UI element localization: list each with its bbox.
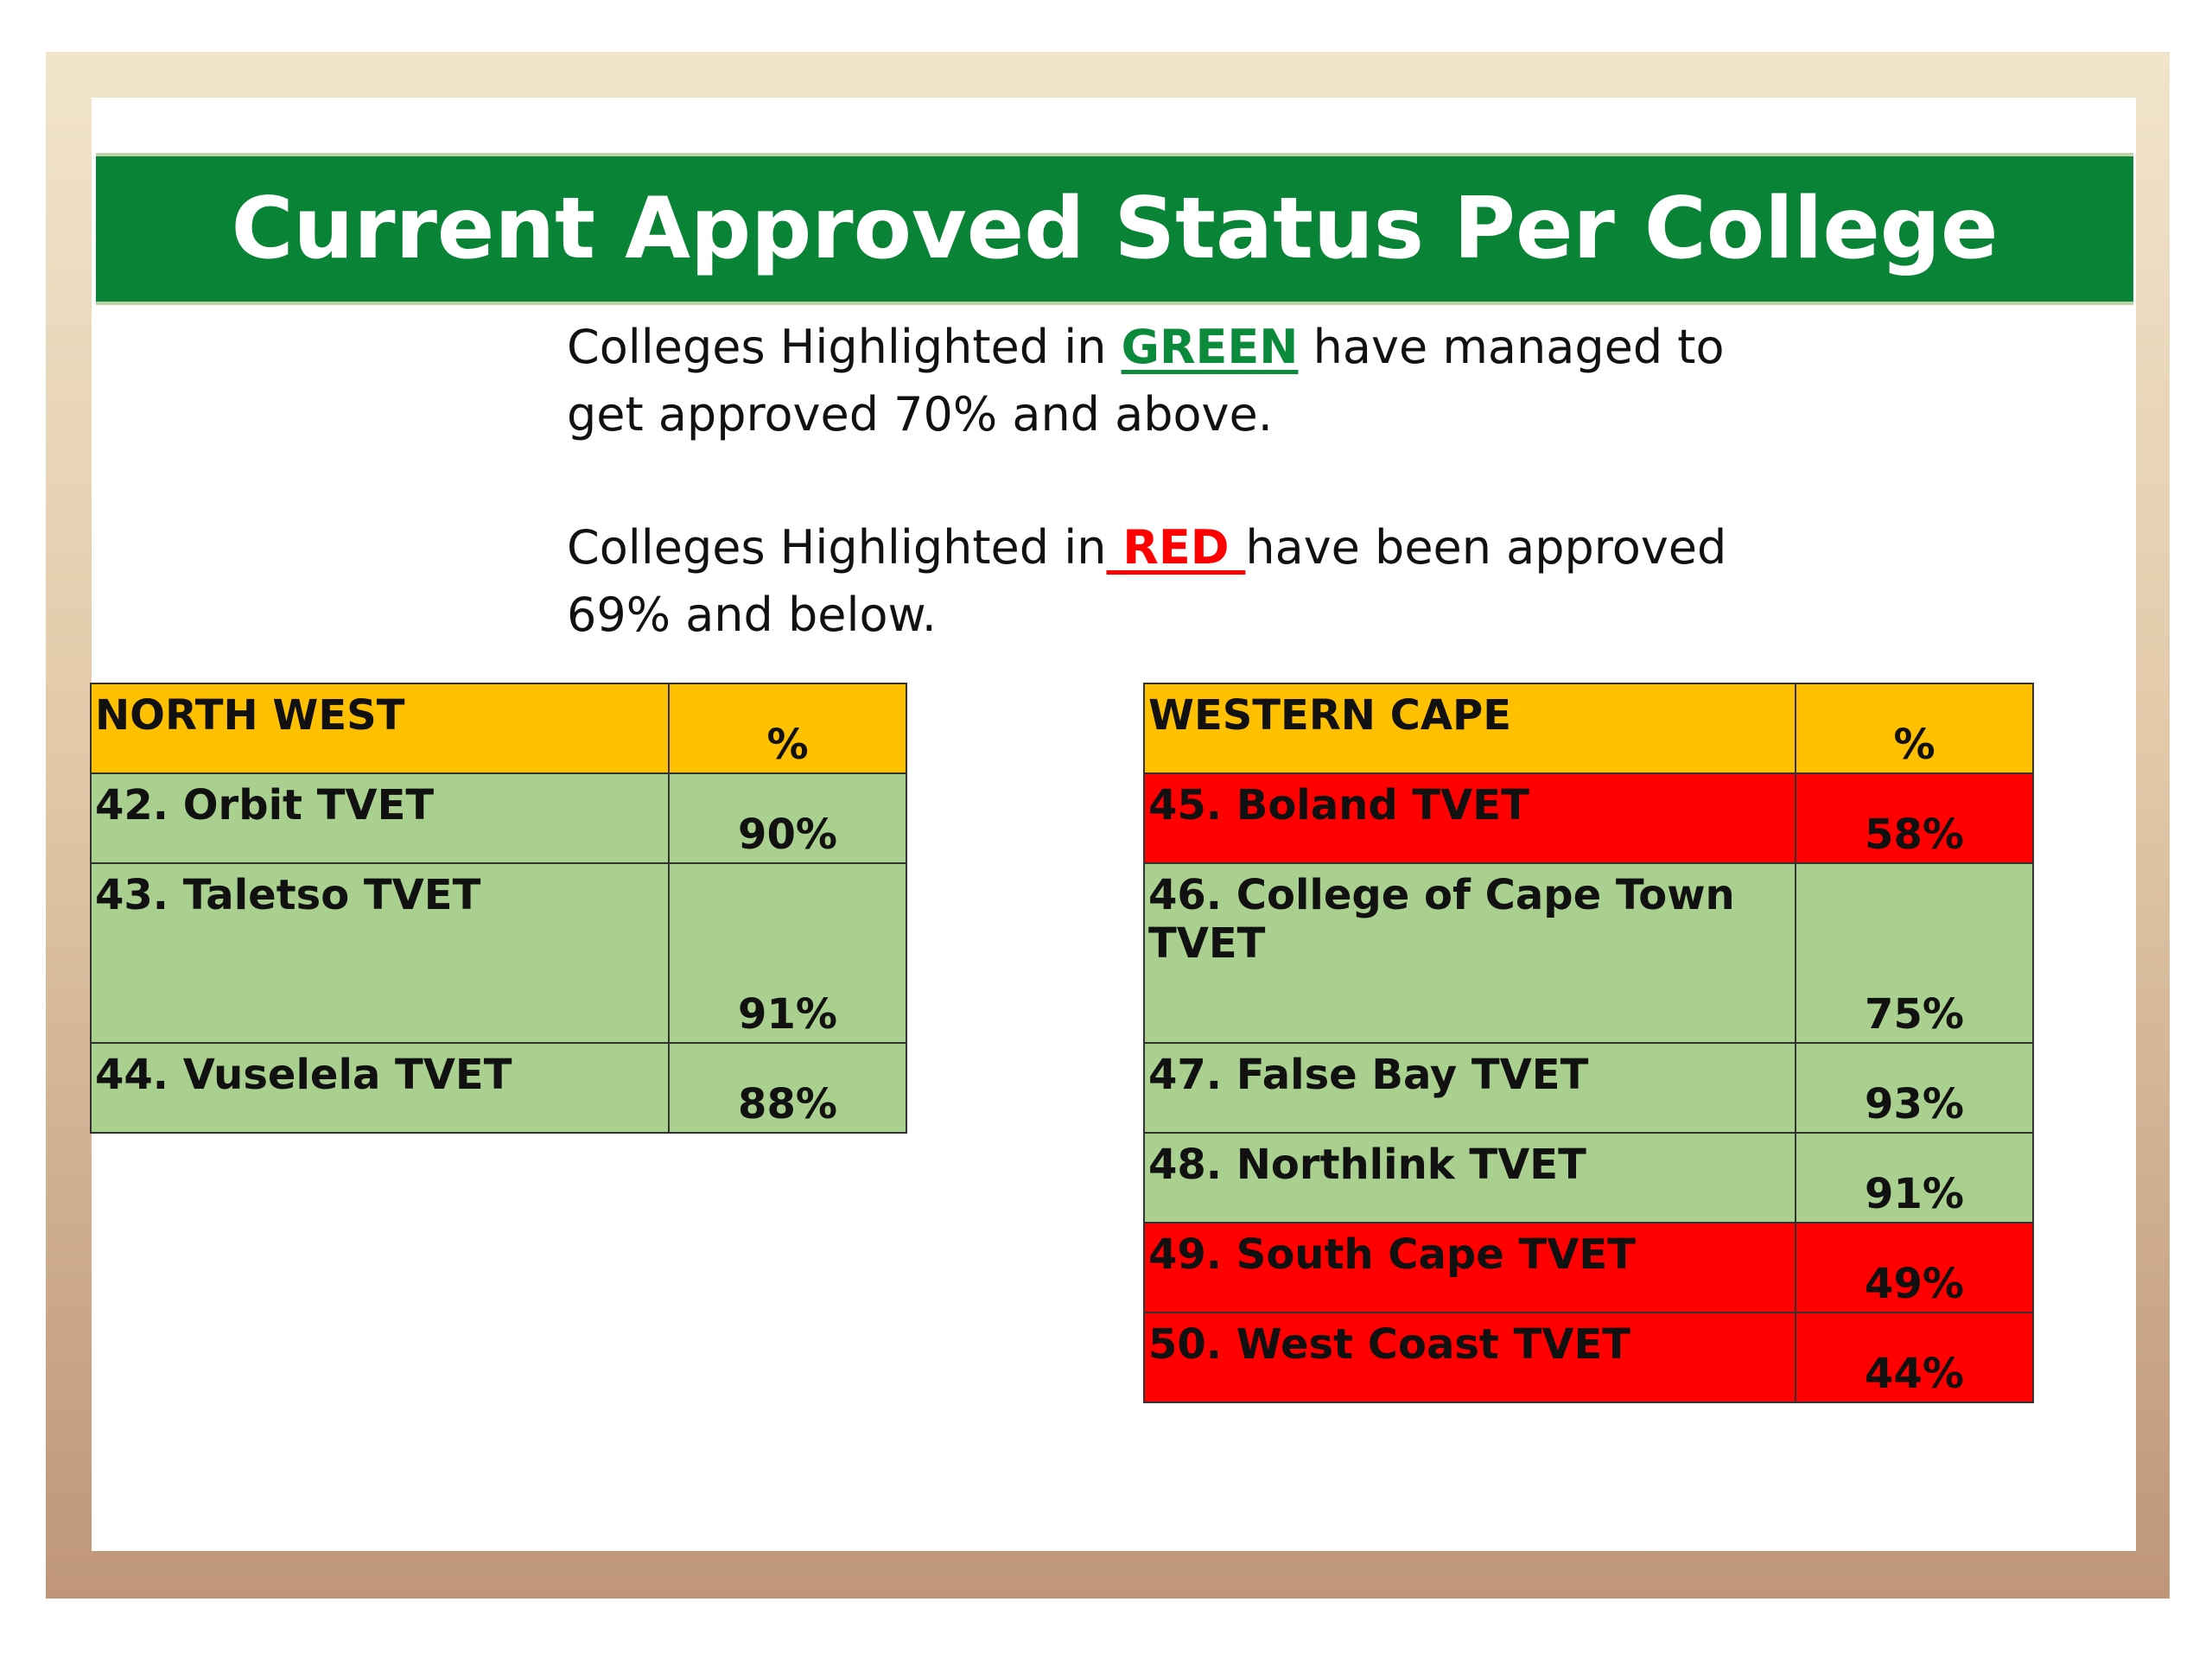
red-legend-prefix: Colleges Highlighted in (567, 520, 1107, 575)
table-row: 43. Taletso TVET 91% (90, 862, 907, 1044)
percent-header: % (1795, 683, 2034, 774)
green-legend-suffix: have managed to (1298, 320, 1725, 374)
red-legend-suffix: have been approved (1245, 520, 1727, 575)
college-name: 42. Orbit TVET (90, 772, 670, 864)
red-legend-line-2: 69% and below. (567, 588, 937, 642)
college-percent: 91% (668, 862, 907, 1044)
green-legend-line-2: get approved 70% and above. (567, 387, 1273, 442)
green-legend-prefix: Colleges Highlighted in (567, 320, 1122, 374)
table-row: 42. Orbit TVET 90% (90, 772, 907, 864)
title-bar: Current Approved Status Per College (96, 153, 2133, 305)
table-row: 50. West Coast TVET 44% (1143, 1312, 2034, 1403)
red-legend-line-1: Colleges Highlighted in RED have been ap… (567, 514, 1777, 582)
table-row: 46. College of Cape Town TVET 75% (1143, 862, 2034, 1044)
green-keyword: GREEN (1121, 320, 1299, 374)
college-percent: 58% (1795, 772, 2034, 864)
college-name: 47. False Bay TVET (1143, 1042, 1796, 1134)
college-percent: 75% (1795, 862, 2034, 1044)
region-header: WESTERN CAPE (1143, 683, 1796, 774)
table-header-row: WESTERN CAPE % (1143, 683, 2034, 774)
western-cape-table: WESTERN CAPE % 45. Boland TVET 58% 46. C… (1143, 683, 2034, 1403)
college-percent: 91% (1795, 1132, 2034, 1224)
college-percent: 88% (668, 1042, 907, 1134)
college-percent: 44% (1795, 1312, 2034, 1403)
college-name: 45. Boland TVET (1143, 772, 1796, 864)
region-header: NORTH WEST (90, 683, 670, 774)
college-name: 49. South Cape TVET (1143, 1222, 1796, 1313)
college-percent: 90% (668, 772, 907, 864)
college-name: 43. Taletso TVET (90, 862, 670, 1044)
percent-header: % (668, 683, 907, 774)
table-row: 44. Vuselela TVET 88% (90, 1042, 907, 1134)
red-keyword: RED (1106, 520, 1246, 575)
table-row: 48. Northlink TVET 91% (1143, 1132, 2034, 1224)
table-row: 49. South Cape TVET 49% (1143, 1222, 2034, 1313)
college-percent: 93% (1795, 1042, 2034, 1134)
table-header-row: NORTH WEST % (90, 683, 907, 774)
table-row: 45. Boland TVET 58% (1143, 772, 2034, 864)
college-name: 44. Vuselela TVET (90, 1042, 670, 1134)
north-west-table: NORTH WEST % 42. Orbit TVET 90% 43. Tale… (90, 683, 907, 1134)
college-name: 48. Northlink TVET (1143, 1132, 1796, 1224)
college-name: 50. West Coast TVET (1143, 1312, 1796, 1403)
green-legend-line-1: Colleges Highlighted in GREEN have manag… (567, 314, 1777, 381)
college-name: 46. College of Cape Town TVET (1143, 862, 1796, 1044)
table-row: 47. False Bay TVET 93% (1143, 1042, 2034, 1134)
color-legend: Colleges Highlighted in GREEN have manag… (567, 314, 1777, 649)
slide-title: Current Approved Status Per College (231, 180, 1999, 278)
college-percent: 49% (1795, 1222, 2034, 1313)
